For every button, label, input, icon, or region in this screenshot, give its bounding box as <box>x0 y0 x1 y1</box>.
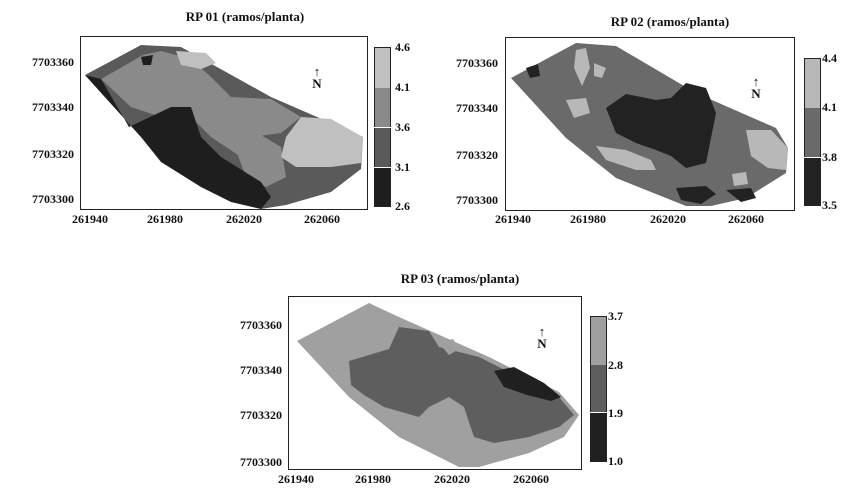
field-zone-light-5 <box>746 130 788 170</box>
legend-label: 4.1 <box>822 100 837 114</box>
field-zone-light-2 <box>594 63 606 78</box>
map-title: RP 02 (ramos/planta) <box>610 14 730 29</box>
field-zone-dark-2 <box>526 64 540 78</box>
x-tick-label: 262060 <box>304 212 340 226</box>
x-tick-label: 261940 <box>72 212 108 226</box>
legend-swatch <box>804 158 821 206</box>
y-tick-label: 7703320 <box>32 147 74 161</box>
legend-swatch <box>590 365 607 412</box>
x-tick-label: 262060 <box>728 212 764 226</box>
north-arrow-icon: ↑ N <box>312 64 322 91</box>
y-tick-label: 7703340 <box>240 363 282 377</box>
legend-label: 3.6 <box>395 120 410 134</box>
field-zone-light-2 <box>281 117 363 167</box>
map-surface <box>297 303 579 467</box>
field-zone-light-6 <box>732 172 748 186</box>
field-zone-mid <box>101 51 301 157</box>
map-title: RP 03 (ramos/planta) <box>400 271 520 286</box>
legend-swatch <box>804 108 821 157</box>
x-tick-label: 262060 <box>513 472 549 486</box>
legend-label: 4.4 <box>822 51 837 65</box>
x-tick-label: 261980 <box>355 472 391 486</box>
y-tick-label: 7703300 <box>456 193 498 207</box>
field-zone-mid-2 <box>231 135 286 187</box>
legend-label: 3.5 <box>822 198 837 212</box>
y-tick-label: 7703360 <box>240 318 282 332</box>
field-zone-light <box>574 48 590 86</box>
field-zone-light-4 <box>596 146 656 170</box>
north-arrow-icon: ↑ N <box>751 74 761 101</box>
map-surface <box>511 43 788 206</box>
field-zone-dark <box>494 367 561 401</box>
legend-label: 3.1 <box>395 160 410 174</box>
y-tick-label: 7703360 <box>32 55 74 69</box>
map-frame <box>288 296 582 470</box>
north-label: N <box>312 76 322 91</box>
field-zone-light <box>439 339 459 355</box>
y-tick-label: 7703300 <box>240 455 282 469</box>
y-tick-label: 7703300 <box>32 192 74 206</box>
field-zone-dark-2 <box>141 55 153 65</box>
north-arrow-icon: ↑ N <box>537 324 547 351</box>
field-zone-dark-3 <box>676 186 716 204</box>
field-zone-mid <box>349 327 574 443</box>
legend-label: 4.1 <box>395 80 410 94</box>
legend-label: 1.0 <box>608 454 623 468</box>
map-frame <box>80 36 368 210</box>
y-tick-label: 7703340 <box>32 100 74 114</box>
north-label: N <box>751 86 761 101</box>
field-zone-dark-4 <box>726 188 756 202</box>
field-zone-dark <box>606 83 716 168</box>
x-tick-label: 262020 <box>434 472 470 486</box>
map-title: RP 01 (ramos/planta) <box>185 9 305 24</box>
legend-swatch <box>590 316 607 365</box>
legend-swatch <box>374 128 391 167</box>
field-zone-light-3 <box>566 98 590 118</box>
y-tick-label: 7703320 <box>456 148 498 162</box>
x-tick-label: 261980 <box>570 212 606 226</box>
x-tick-label: 261980 <box>147 212 183 226</box>
field-zone-dark <box>85 75 271 209</box>
legend-label: 1.9 <box>608 406 623 420</box>
legend-label: 3.8 <box>822 150 837 164</box>
legend-label: 2.6 <box>395 199 410 213</box>
legend-label: 4.6 <box>395 40 410 54</box>
field-zone-light <box>176 51 216 69</box>
y-tick-label: 7703320 <box>240 408 282 422</box>
x-tick-label: 261940 <box>495 212 531 226</box>
x-tick-label: 262020 <box>226 212 262 226</box>
y-tick-label: 7703360 <box>456 56 498 70</box>
legend-swatch <box>374 47 391 88</box>
map-frame <box>505 37 795 211</box>
map-surface <box>85 45 363 209</box>
north-label: N <box>537 336 547 351</box>
legend-swatch <box>374 168 391 207</box>
x-tick-label: 261940 <box>278 472 314 486</box>
x-tick-label: 262020 <box>650 212 686 226</box>
y-tick-label: 7703340 <box>456 101 498 115</box>
legend-swatch <box>374 88 391 127</box>
legend-label: 2.8 <box>608 358 623 372</box>
legend-swatch <box>804 58 821 108</box>
legend-label: 3.7 <box>608 309 623 323</box>
legend-swatch <box>590 413 607 462</box>
